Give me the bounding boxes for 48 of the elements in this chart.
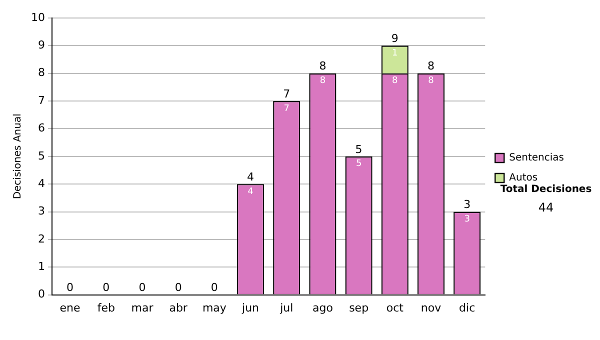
data-label: 8 — [428, 76, 434, 86]
y-tick-label: 5 — [38, 149, 45, 162]
y-tick-label: 1 — [38, 260, 45, 273]
text: Total Decisiones — [500, 184, 592, 196]
total-label: 8 — [427, 60, 434, 73]
total-label: 0 — [102, 281, 110, 294]
y-tick-label: 4 — [38, 176, 45, 190]
y-tick-label: 6 — [38, 122, 45, 135]
total-label: 8 — [319, 60, 326, 73]
y-tick-label: 8 — [38, 66, 45, 80]
x-tick-label: jun — [241, 301, 260, 314]
total-label: 0 — [66, 281, 74, 294]
x-tick-label: mar — [131, 301, 154, 314]
x-tick-label: ago — [312, 301, 334, 314]
data-label: 8 — [392, 76, 398, 86]
data-label: 4 — [248, 186, 254, 197]
data-label: 7 — [284, 104, 290, 114]
data-label: 3 — [464, 214, 470, 225]
total-label: 3 — [464, 198, 471, 212]
x-tick-label: abr — [169, 301, 188, 314]
y-tick-label: 9 — [38, 38, 45, 52]
x-tick-label: may — [202, 301, 227, 314]
legend-label: Autos — [509, 172, 538, 184]
total-label: 7 — [283, 87, 290, 100]
x-tick-label: ene — [60, 301, 81, 314]
y-tick-label: 7 — [38, 94, 45, 107]
x-tick-label: jul — [279, 301, 294, 314]
total-label: 9 — [391, 32, 398, 46]
legend-label: Sentencias — [509, 152, 564, 164]
x-tick-label: oct — [386, 301, 404, 314]
total-label: 0 — [210, 281, 218, 294]
y-tick-label: 2 — [38, 232, 45, 246]
y-tick-label: 0 — [38, 288, 45, 301]
data-label: 1 — [392, 48, 398, 59]
x-tick-label: dic — [459, 301, 476, 314]
total-label: 4 — [247, 170, 254, 184]
x-tick-label: feb — [97, 301, 115, 314]
text: 44 — [538, 200, 554, 215]
y-tick-label: 10 — [30, 10, 45, 24]
y-tick-label: 3 — [38, 204, 45, 218]
data-label: 8 — [320, 76, 326, 86]
x-tick-label: nov — [420, 301, 442, 314]
x-tick-label: sep — [349, 301, 369, 314]
data-label: 5 — [356, 159, 362, 170]
total-label: 0 — [138, 281, 146, 294]
total-label: 0 — [174, 281, 182, 294]
total-label: 5 — [355, 142, 362, 156]
y-axis-title: Decisiones Anual — [12, 114, 24, 200]
